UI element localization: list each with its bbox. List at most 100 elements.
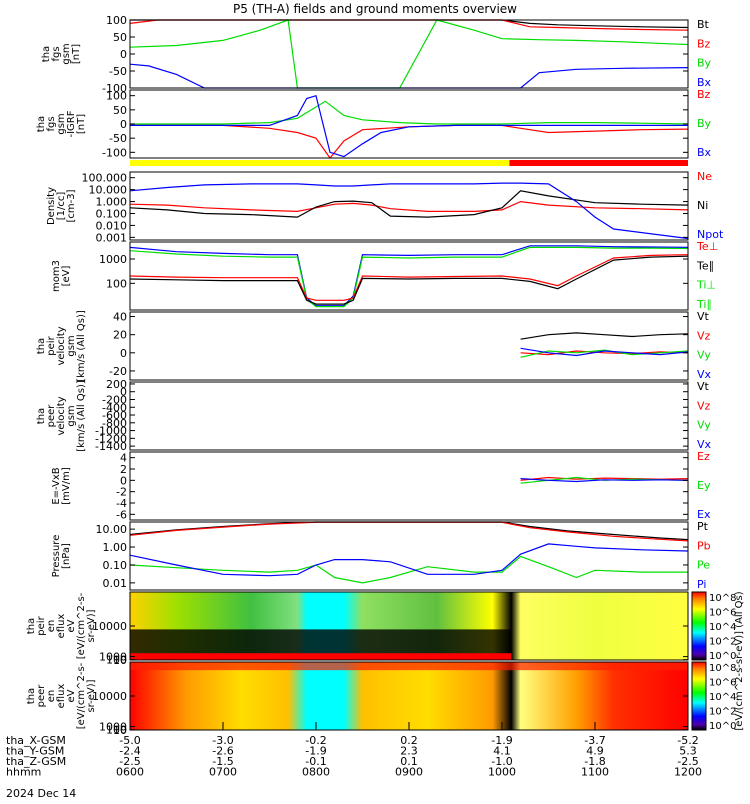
x-tick-label: 1200 [674,766,702,779]
y-axis-label: tha [36,408,47,424]
y-axis-label: [eV/(cm^2-s- [76,592,87,659]
series-line-Ti-2 [129,246,689,308]
y-axis-label: E=-VxB [51,467,62,504]
y-tick-label: 10 [113,654,127,667]
y-axis-label: sr-eV)] [86,679,97,712]
y-tick-label: 0.100 [96,207,128,220]
panel-4: 1000 100 mom3 [eV] Te⊥ Te∥ Ti⊥ Ti∥ [51,240,718,311]
y-tick-label: 10 [113,724,127,737]
legend-entry: Bx [697,146,712,159]
legend-entry: Npot [697,228,724,241]
x-tick-label: -2.5 [677,755,698,768]
series-line-Pe-3 [129,555,688,584]
y-axis-label: gsm [56,113,67,134]
y-tick-label: 50 [113,31,127,44]
y-tick-label: -100 [102,82,127,95]
y-tick-label: 1.00 [103,541,128,554]
y-axis-label: gsm [61,43,72,64]
legend-entry: Vz [697,399,711,412]
series-line-Bt-1 [130,19,689,29]
series-line-Ni-2 [129,190,689,218]
x-tick-label: 0700 [209,766,237,779]
legend-entry: Ti∥ [696,298,712,311]
y-axis-label: en [46,690,57,703]
y-tick-label: 0.010 [96,219,128,232]
legend-entry: Bx [697,76,712,89]
x-tick-label: -2.4 [119,745,140,758]
x-tick-label: 0600 [116,766,144,779]
colorbar-tick-label: 10^4 [709,692,736,703]
y-tick-label: 10000 [92,690,127,703]
x-tick-label: 1000 [488,766,516,779]
y-tick-label: -50 [109,65,127,78]
y-tick-label: 100 [106,654,127,667]
y-axis-label: peir [36,615,47,635]
series-line-Bx-3 [130,94,688,158]
y-axis-label: tha [41,46,52,62]
x-row-label: hhmm [6,766,41,779]
y-axis-label: peir [46,335,57,355]
y-axis-label: eflux [56,614,67,639]
colorbar-tick-label: 10^2 [709,637,736,648]
legend-entry: Pe [697,559,710,572]
y-tick-label: 100 [106,90,127,103]
series-line-Ti-1 [129,245,689,307]
y-tick-label: 0.01 [103,577,128,590]
y-tick-label: 0 [120,347,127,360]
y-axis-label: [eV] [61,266,72,287]
figure-title: P5 (TH-A) fields and ground moments over… [233,2,517,16]
y-axis-label: eflux [56,684,67,709]
colorbar-tick-label: 10^6 [709,608,736,619]
legend-entry: Vy [697,419,711,432]
legend-entry: Vt [697,380,710,393]
spectrogram-field [130,662,688,730]
legend-entry: By [697,57,712,70]
colorbar-tick-label: 10^0 [709,721,736,732]
y-axis-label: [1/cc] [56,192,67,221]
x-tick-label: -3.7 [584,734,605,747]
x-tick-label: -1.0 [491,755,512,768]
panel-frame [129,381,689,451]
series-line-By-2 [130,100,689,125]
y-tick-label: 0 [120,386,127,399]
y-tick-label: -600 [102,409,127,422]
y-tick-label: 1.000 [96,196,128,209]
panel-1: 100 50 0 -50 -100 tha fgs gsm [nT] Bt Bz By Bx [41,14,712,95]
x-tick-label: -1.5 [212,755,233,768]
legend-entry: Ti⊥ [696,279,716,292]
legend-entry: Pi [697,578,706,591]
series-line-Bx-4 [129,63,689,89]
legend-entry: Pt [697,520,709,533]
y-tick-label: 0.10 [103,559,128,572]
panel-7: 420-2-4-6 E=-VxB [mV/m] Ez Ey Ex [51,450,711,521]
colorbar-tick-label: 10^6 [709,678,736,689]
y-axis-label: peer [46,404,57,428]
y-axis-label: Density [46,187,57,225]
legend-entry: Vx [697,438,712,451]
y-tick-label: -6 [116,508,127,521]
panel-frame [129,311,689,381]
panel-frame [129,19,689,89]
y-tick-label: 100.000 [82,172,128,185]
series-line-Vt-1 [520,332,689,340]
legend-entry: Te⊥ [696,240,718,253]
x-tick-label: -1.9 [491,734,512,747]
legend-entry: Bz [697,88,711,101]
legend-entry: Bz [697,37,711,50]
x-tick-label: -1.8 [584,755,605,768]
panel-8: 10.00 1.00 0.10 0.01 Pressure [nPa] Pt Pb Pe Pi [51,520,711,591]
y-tick-label: 0.001 [96,231,128,244]
y-axis-label: eV [66,689,77,702]
colorbar-tick-label: 10^2 [709,707,736,718]
panel-frame [129,521,689,591]
spectrogram-cold-ions [130,653,512,660]
x-tick-label: 0800 [302,766,330,779]
phase-bar-yellow [130,160,510,166]
legend-entry: Vx [697,368,712,381]
x-tick-label: 5.3 [679,745,697,758]
y-tick-label: -200 [102,393,127,406]
